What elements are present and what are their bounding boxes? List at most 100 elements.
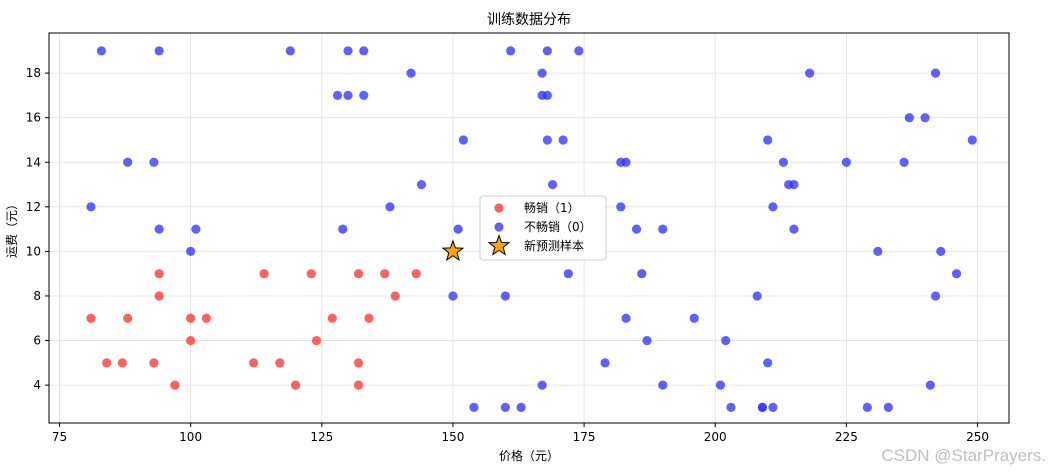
y-tick-label: 8 [33, 289, 41, 303]
non-bestseller-point [542, 90, 552, 100]
non-bestseller-point [763, 135, 773, 145]
bestseller-point [154, 291, 164, 301]
non-bestseller-point [500, 402, 510, 412]
non-bestseller-point [385, 202, 395, 212]
legend-label: 不畅销（0） [524, 220, 592, 234]
bestseller-point [275, 358, 285, 368]
non-bestseller-point [721, 335, 731, 346]
non-bestseller-point [500, 291, 510, 301]
non-bestseller-point [343, 90, 353, 100]
non-bestseller-point [789, 179, 799, 190]
non-bestseller-point [359, 90, 369, 100]
bestseller-point [154, 269, 164, 279]
bestseller-point [364, 313, 374, 323]
non-bestseller-point [621, 313, 631, 323]
non-bestseller-point [548, 179, 558, 190]
y-tick-label: 18 [26, 66, 41, 80]
ticks-layer: 75 100 125 150 175 200 225 250 4 6 8 10 12 14 16 18 [26, 66, 989, 444]
y-tick-label: 14 [26, 155, 41, 169]
non-bestseller-point [574, 46, 584, 56]
legend-label: 新预测样本 [524, 238, 584, 253]
bestseller-point [186, 335, 196, 346]
non-bestseller-point [516, 402, 526, 412]
x-tick-label: 100 [179, 430, 202, 444]
bestseller-point [390, 291, 400, 301]
non-bestseller-point [563, 269, 573, 279]
non-bestseller-point [506, 46, 516, 56]
non-bestseller-point [154, 224, 164, 234]
non-bestseller-point [416, 179, 427, 190]
bestseller-point [186, 313, 196, 323]
legend-box [479, 195, 607, 261]
non-bestseller-point [763, 358, 773, 368]
plot-frame [48, 32, 1010, 424]
non-bestseller-point [778, 157, 789, 167]
non-bestseller-point [123, 157, 133, 167]
legend-label: 畅销（1） [524, 201, 580, 215]
non-bestseller-point [191, 224, 201, 234]
non-bestseller-point [883, 402, 893, 412]
non-bestseller-point [154, 46, 164, 56]
non-bestseller-point [930, 291, 941, 301]
non-bestseller-point [149, 157, 159, 167]
x-tick-label: 150 [441, 430, 464, 444]
bestseller-point [353, 269, 364, 279]
points-layer [86, 46, 977, 412]
bestseller-point [327, 313, 337, 323]
y-tick-label: 16 [26, 111, 41, 125]
x-tick-label: 175 [573, 430, 596, 444]
non-bestseller-point [920, 113, 930, 123]
non-bestseller-point [616, 202, 626, 212]
y-tick-label: 12 [26, 200, 41, 214]
new-sample-point [441, 239, 465, 262]
y-tick-label: 10 [26, 244, 41, 258]
x-axis-label: 价格（元） [499, 448, 559, 463]
bestseller-point [353, 380, 364, 390]
watermark: CSDN @StarPrayers. [881, 446, 1046, 465]
legend: 畅销（1） 不畅销（0） 新预测样本 [479, 195, 607, 261]
non-bestseller-point [752, 291, 762, 301]
non-bestseller-point [757, 402, 768, 412]
x-tick-label: 225 [835, 430, 858, 444]
non-bestseller-point [936, 246, 946, 256]
non-bestseller-point [689, 313, 699, 323]
non-bestseller-point [768, 402, 778, 412]
bestseller-point [123, 313, 133, 323]
non-bestseller-point [930, 68, 941, 78]
legend-marker [494, 203, 504, 213]
non-bestseller-point [359, 46, 369, 56]
chart-title: 训练数据分布 [487, 12, 571, 28]
non-bestseller-point [642, 335, 652, 346]
non-bestseller-point [542, 135, 552, 145]
non-bestseller-point [537, 68, 547, 78]
bestseller-point [149, 358, 159, 368]
non-bestseller-point [338, 224, 348, 234]
non-bestseller-point [715, 380, 726, 390]
bestseller-point [290, 380, 301, 390]
non-bestseller-point [789, 224, 799, 234]
bestseller-point [201, 313, 211, 323]
bestseller-point [102, 358, 112, 368]
bestseller-point [170, 380, 180, 390]
non-bestseller-point [96, 46, 107, 56]
bestseller-point [411, 269, 421, 279]
bestseller-point [259, 269, 269, 279]
non-bestseller-point [637, 269, 647, 279]
non-bestseller-point [873, 246, 883, 256]
x-tick-label: 125 [310, 430, 333, 444]
non-bestseller-point [469, 402, 479, 412]
bestseller-point [306, 269, 316, 279]
bestseller-point [380, 269, 390, 279]
legend-marker [494, 222, 504, 232]
x-tick-label: 250 [966, 430, 989, 444]
non-bestseller-point [631, 224, 642, 234]
non-bestseller-point [537, 380, 547, 390]
non-bestseller-point [768, 202, 778, 212]
non-bestseller-point [542, 46, 552, 56]
non-bestseller-point [805, 68, 815, 78]
non-bestseller-point [862, 402, 872, 412]
non-bestseller-point [899, 157, 909, 167]
non-bestseller-point [186, 246, 196, 256]
non-bestseller-point [967, 135, 977, 145]
